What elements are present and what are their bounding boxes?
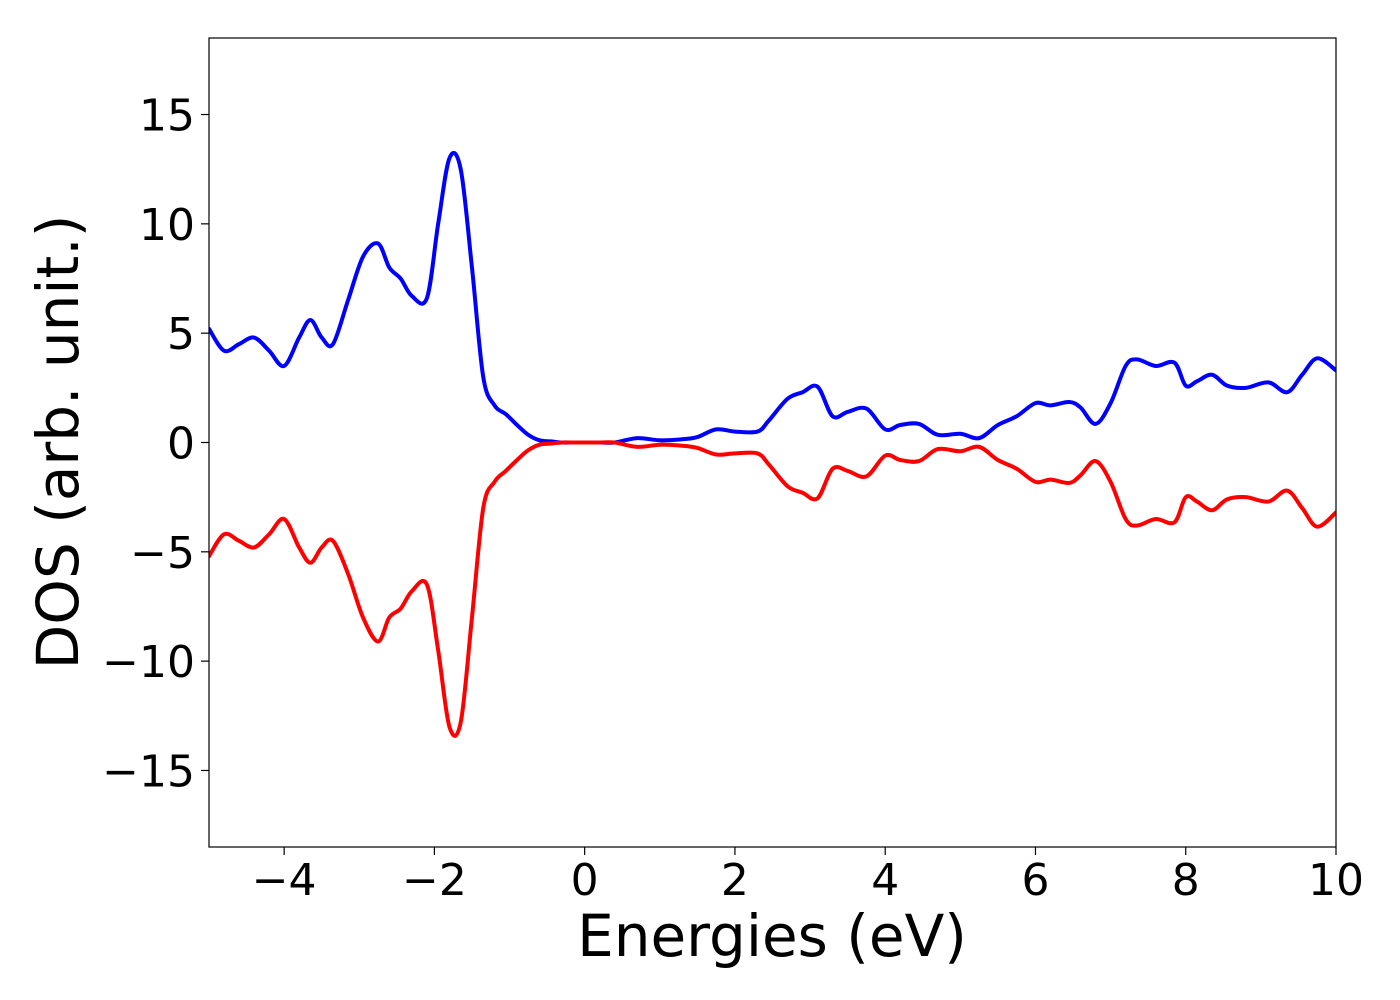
- y-tick-label: 10: [139, 200, 195, 251]
- y-tick-label: −10: [102, 637, 195, 688]
- x-tick-label: 10: [1308, 855, 1364, 906]
- series-line-0: [209, 150, 1336, 445]
- x-tick-label: 2: [721, 855, 749, 906]
- y-tick-label: 15: [139, 91, 195, 142]
- y-axis: 15 10 5 0 −5 −10 −15: [102, 91, 209, 797]
- x-tick-label: 0: [571, 855, 599, 906]
- x-axis: −4 −2 0 2 4 6 8 10: [252, 847, 1364, 906]
- y-tick-label: −15: [102, 746, 195, 797]
- x-tick-label: −2: [402, 855, 467, 906]
- y-tick-label: 5: [167, 309, 195, 360]
- x-tick-label: 6: [1021, 855, 1049, 906]
- y-axis-title: DOS (arb. unit.): [24, 215, 92, 670]
- y-tick-label: −5: [130, 528, 195, 579]
- series-layer: [209, 150, 1336, 738]
- x-tick-label: 8: [1172, 855, 1200, 906]
- x-tick-label: 4: [871, 855, 899, 906]
- plot-background: [209, 38, 1336, 847]
- y-tick-label: 0: [167, 419, 195, 470]
- series-line-1: [209, 440, 1336, 738]
- x-tick-label: −4: [252, 855, 317, 906]
- x-axis-title: Energies (eV): [577, 902, 967, 970]
